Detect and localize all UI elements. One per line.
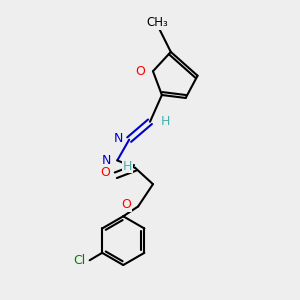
Text: H: H [160, 115, 170, 128]
Text: O: O [122, 199, 132, 212]
Text: N: N [113, 132, 123, 145]
Text: Cl: Cl [73, 254, 85, 267]
Text: N: N [101, 154, 111, 167]
Text: O: O [100, 166, 110, 179]
Text: CH₃: CH₃ [147, 16, 168, 29]
Text: H: H [123, 160, 132, 173]
Text: O: O [135, 65, 145, 78]
